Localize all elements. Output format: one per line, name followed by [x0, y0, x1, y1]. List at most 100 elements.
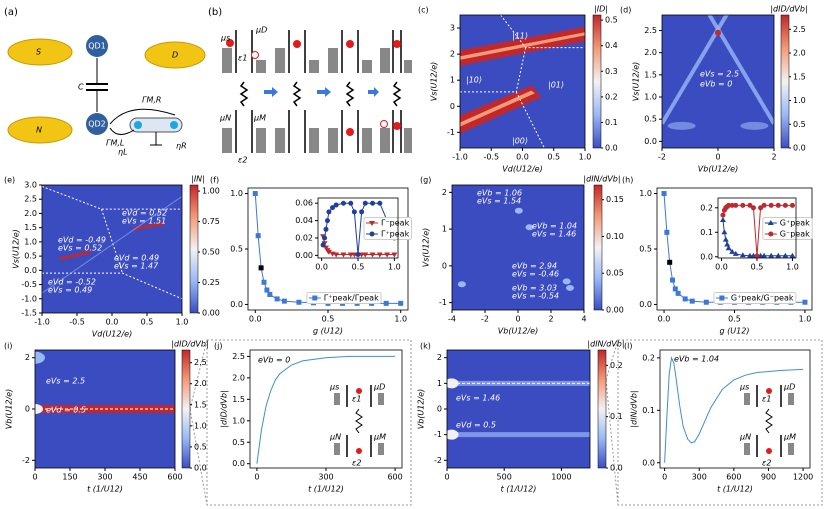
- annotation: eVd = 0.5: [46, 406, 86, 415]
- y-tick-label: 1.0: [232, 416, 245, 425]
- marker: [323, 226, 329, 232]
- y-tick-label: 2.0: [232, 373, 245, 382]
- colorbar: [593, 184, 603, 311]
- lead: [7, 38, 73, 66]
- marker: [333, 252, 340, 258]
- marker: [369, 231, 375, 237]
- x-tick-label: 150: [62, 473, 77, 482]
- marker: [729, 202, 735, 208]
- lead-block: [309, 128, 319, 153]
- electron: [766, 388, 772, 394]
- y-tick-label: 2.5: [232, 352, 245, 361]
- panel-label: (l): [624, 342, 632, 351]
- x-axis-label: t (1/U12): [87, 485, 123, 494]
- annotation: eVs = -0.46: [512, 270, 559, 279]
- schematic-label: μM: [373, 433, 386, 442]
- y-tick-label: 1.0: [230, 189, 243, 198]
- annotation: eVd = -0.49: [58, 236, 106, 245]
- y-tick-label: 1.0: [644, 93, 657, 102]
- y-tick-label: 2: [437, 353, 442, 362]
- heatmap-feature: [514, 207, 523, 214]
- panel: 0.0 0.5 1.0 1.5 2.0 2.5 |dID/dVb| 0 150 300 450 600…: [4, 340, 209, 494]
- y-tick-label: 0.00: [295, 251, 313, 260]
- colorbar-tick-label: 1.0: [793, 96, 806, 105]
- x-tick-label: 0.0: [106, 318, 119, 327]
- lead-block: [362, 128, 372, 153]
- colorbar-tick-label: 0.4: [605, 41, 618, 50]
- x-tick-label: 4: [581, 315, 586, 324]
- lead-block: [328, 48, 338, 73]
- barrier: [392, 30, 402, 153]
- heatmap-feature: [59, 250, 91, 261]
- efficiency-label: ηL: [118, 148, 128, 157]
- y-axis-label: |dIN/dVb|: [630, 390, 639, 427]
- x-tick-label: 0: [254, 473, 259, 482]
- y-tick-label: 2: [442, 188, 447, 197]
- lead-block: [222, 48, 232, 73]
- x-tick-label: 0: [32, 473, 37, 482]
- marker: [725, 245, 732, 251]
- marker: [768, 202, 774, 208]
- panel-label: (i): [4, 342, 12, 351]
- panel: 0 300 600 0.0 0.5 1.0 1.5 2.0 2.5 t (1/U12) |dID/d…: [214, 342, 403, 494]
- y-tick-label: 0.2: [700, 203, 713, 212]
- marker: [724, 241, 731, 247]
- y-tick-label: 0: [437, 405, 442, 414]
- heatmap-background: [447, 350, 590, 468]
- lead-label: D: [172, 51, 178, 60]
- marker: [750, 205, 756, 211]
- x-tick-label: -1.0: [452, 153, 468, 162]
- lead-block: [275, 48, 285, 73]
- x-tick-label: 600: [726, 473, 741, 482]
- colorbar: [592, 14, 602, 149]
- marker: [362, 200, 368, 206]
- panel-label: (c): [418, 6, 429, 15]
- y-tick-label: 0.06: [295, 199, 313, 208]
- lead-block: [256, 60, 266, 73]
- x-axis-label: t (1/U12): [717, 485, 753, 494]
- legend-label: Γ⁺peak: [381, 230, 410, 239]
- colorbar-tick-label: 1.5: [194, 400, 207, 409]
- heatmap: [447, 350, 590, 468]
- legend-label: G⁻peak: [780, 230, 810, 239]
- y-tick-label: 0.5: [24, 252, 37, 261]
- colorbar-label: |ID|: [594, 5, 608, 14]
- schematic-block: [788, 443, 794, 455]
- electron: [356, 388, 362, 394]
- marker: [296, 299, 302, 305]
- schematic-block: [378, 443, 384, 455]
- marker: [267, 291, 273, 297]
- dot-label: QD2: [88, 120, 106, 129]
- y-tick-label: 0.0: [24, 266, 37, 275]
- marker: [340, 200, 346, 206]
- zoom-line: [189, 339, 208, 410]
- marker: [682, 296, 688, 302]
- schematic-label: μs: [739, 383, 749, 392]
- panel: G⁺peak G⁻peak 0.0 0.5 1.0 0.0 0.1 0.2: [700, 197, 813, 272]
- x-tick-label: 0.5: [728, 315, 741, 324]
- colorbar-tick-label: 2.0: [793, 49, 806, 58]
- x-tick-label: 300: [692, 473, 707, 482]
- x-tick-label: 0: [515, 315, 520, 324]
- schematic-label: ε1: [762, 395, 771, 404]
- y-tick-label: 0.0: [700, 252, 713, 261]
- x-tick-label: 0.5: [547, 153, 560, 162]
- colorbar-tick-label: 0.50: [202, 248, 220, 257]
- y-tick-label: 2.5: [644, 26, 657, 35]
- schematic-coupling: [355, 408, 363, 434]
- y-tick-label: 0.04: [295, 216, 313, 225]
- x-tick-label: 1000: [551, 473, 571, 482]
- marker: [782, 252, 789, 258]
- marker: [675, 290, 681, 296]
- panel-label: (b): [208, 7, 222, 18]
- lead-block: [328, 128, 338, 153]
- x-tick-label: 450: [132, 473, 147, 482]
- annotation: eVd = 0.52: [122, 209, 167, 218]
- y-tick-label: 0.5: [230, 245, 243, 254]
- heatmap: [460, 15, 585, 148]
- annotation: eVd = 0.49: [114, 254, 159, 263]
- schematic-label: μD: [783, 383, 795, 392]
- colorbar-tick-label: 0.3: [605, 67, 618, 76]
- annotation: eVb = 3.03: [512, 284, 557, 293]
- level-label: μs: [220, 34, 230, 43]
